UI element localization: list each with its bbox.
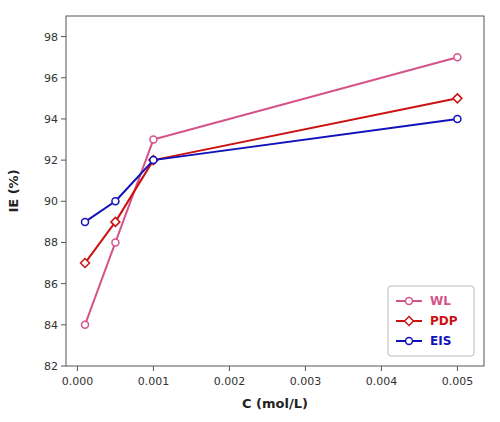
point <box>150 157 157 164</box>
legend-marker <box>406 298 413 305</box>
tick-label: 82 <box>44 360 58 373</box>
tick-label: 98 <box>44 31 58 44</box>
legend: WL PDP EIS <box>388 286 474 356</box>
tick-label: 0.005 <box>442 375 474 388</box>
series-line <box>85 119 457 222</box>
tick <box>229 366 230 371</box>
legend-label: WL <box>430 294 451 308</box>
point <box>112 239 119 246</box>
point <box>454 115 461 122</box>
y-axis: 82 84 86 88 90 92 94 96 98 <box>44 31 66 373</box>
tick <box>61 324 66 325</box>
x-axis-label: C (mol/L) <box>242 396 308 411</box>
tick-label: 0.002 <box>214 375 246 388</box>
tick <box>457 366 458 371</box>
legend-marker <box>406 338 413 345</box>
tick-label: 88 <box>44 236 58 249</box>
tick-label: 92 <box>44 154 58 167</box>
point <box>150 136 157 143</box>
tick-label: 0.004 <box>366 375 398 388</box>
plot-area <box>66 16 484 366</box>
point <box>82 218 89 225</box>
point <box>453 94 462 103</box>
tick <box>381 366 382 371</box>
legend-label: EIS <box>430 334 451 348</box>
point <box>111 217 120 226</box>
tick <box>61 160 66 161</box>
point <box>82 321 89 328</box>
series-line <box>85 57 457 325</box>
chart: 0.000 0.001 0.002 0.003 0.004 0.005 82 84 86 88 90… <box>0 0 500 422</box>
plot-frame <box>66 16 484 366</box>
tick <box>61 201 66 202</box>
tick-label: 94 <box>44 113 58 126</box>
point <box>81 259 90 268</box>
y-axis-label: IE (%) <box>6 169 21 212</box>
tick <box>61 77 66 78</box>
tick-label: 84 <box>44 319 58 332</box>
series-line <box>85 98 457 263</box>
tick <box>61 36 66 37</box>
tick <box>61 118 66 119</box>
tick <box>61 283 66 284</box>
legend-marker <box>405 317 414 326</box>
tick-label: 90 <box>44 195 58 208</box>
tick-label: 0.000 <box>62 375 94 388</box>
tick-label: 96 <box>44 72 58 85</box>
tick <box>61 242 66 243</box>
tick-label: 86 <box>44 278 58 291</box>
legend-label: PDP <box>430 314 458 328</box>
point <box>112 198 119 205</box>
tick <box>305 366 306 371</box>
legend-box <box>388 286 474 356</box>
point <box>454 54 461 61</box>
x-axis: 0.000 0.001 0.002 0.003 0.004 0.005 <box>62 366 474 388</box>
tick-label: 0.001 <box>138 375 170 388</box>
tick <box>153 366 154 371</box>
tick <box>61 366 66 367</box>
tick-label: 0.003 <box>290 375 322 388</box>
tick <box>77 366 78 371</box>
